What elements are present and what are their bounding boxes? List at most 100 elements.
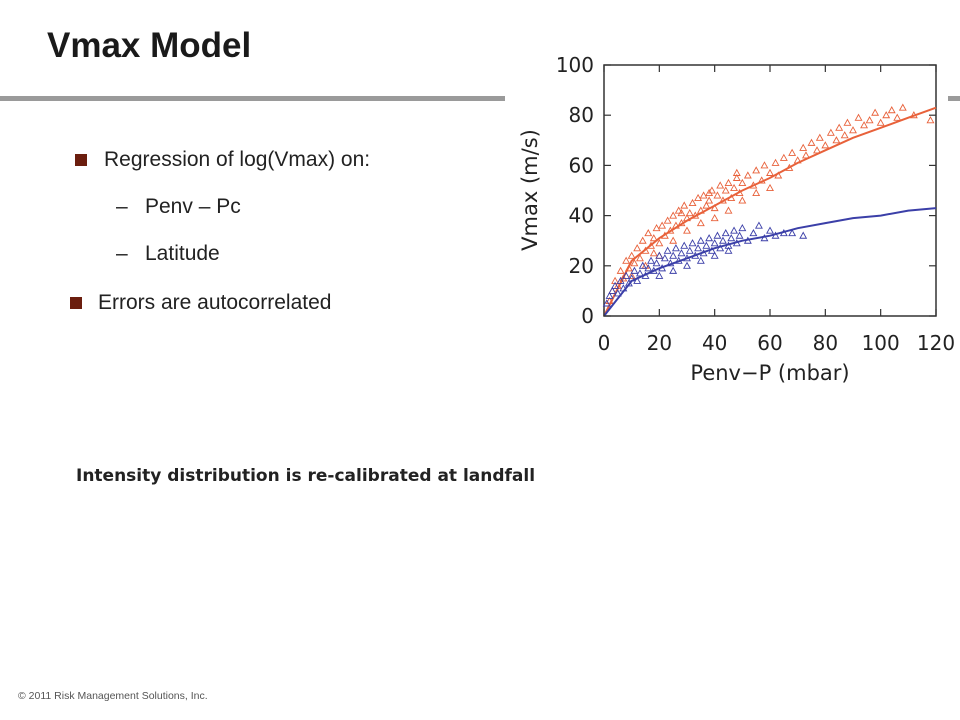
data-point [705,234,714,242]
data-point [688,198,697,207]
data-point [696,219,705,227]
data-point [721,229,730,237]
data-point [893,113,902,121]
caption: Intensity distribution is re-calibrated … [76,466,536,486]
data-point [630,266,639,274]
data-point [663,246,672,254]
data-point [815,133,824,141]
data-point [821,141,830,149]
data-point [835,123,844,131]
sub-bullet-dash: – [116,195,128,218]
y-tick-label: 100 [556,53,594,77]
data-point [887,106,896,114]
data-point [669,251,678,259]
data-point [860,121,869,129]
data-point [710,239,719,247]
data-point [633,244,642,252]
data-point [602,299,611,307]
data-point [633,276,642,284]
data-point [605,291,614,299]
chart-ticks: 0 20 40 60 80 100 120 0 20 40 60 80 100 [556,53,955,355]
data-point [669,211,678,219]
y-tick-label: 60 [569,153,594,177]
data-point [669,266,678,274]
data-point [754,221,763,229]
data-point [799,143,808,151]
data-point [766,183,774,192]
data-point [616,276,625,284]
series-0 [603,103,937,317]
x-tick-label: 60 [757,331,782,355]
data-point [779,153,788,161]
sub-bullet-dash: – [116,242,128,265]
data-point [799,231,808,239]
data-point [738,224,747,232]
data-point [702,241,711,249]
data-point [652,259,661,267]
data-point [832,136,841,144]
x-tick-label: 20 [647,331,672,355]
data-point [644,264,653,272]
fit-curve [603,106,937,317]
data-point [749,229,758,237]
data-point [680,241,689,249]
data-point [696,256,705,264]
data-point [636,269,644,277]
data-point [705,196,714,204]
data-point [705,188,714,197]
data-point [840,131,849,139]
data-point [876,118,885,126]
vmax-scatter-chart: 0 20 40 60 80 100 120 0 20 40 60 80 100 Penv−P (mbar… [505,52,960,392]
data-point [882,111,891,119]
y-axis-label: Vmax (m/s) [518,129,542,251]
x-axis-label: Penv−P (mbar) [690,361,849,385]
data-point [710,251,719,259]
chart-svg: 0 20 40 60 80 100 120 0 20 40 60 80 100 Penv−P (mbar… [518,53,955,385]
data-point [674,206,683,214]
data-point [671,244,680,252]
data-point [713,231,722,239]
data-point [752,188,761,197]
data-point [660,254,669,262]
data-point [771,158,780,166]
bullet-square-icon [70,297,82,309]
data-point [713,191,722,199]
data-point [724,206,733,214]
data-point [658,221,667,229]
title-divider [0,96,505,101]
data-point [724,246,733,254]
data-point [738,196,747,204]
data-point [694,244,703,252]
data-point [630,259,639,267]
title-divider-right [948,96,960,101]
data-point [732,168,741,176]
data-point [710,203,719,212]
data-point [807,138,816,146]
data-point [683,261,691,269]
data-point [735,231,744,239]
data-point [813,146,821,154]
data-point [622,256,631,264]
data-point [627,271,636,279]
data-point [608,286,617,294]
data-point [865,116,874,124]
data-point [616,266,625,274]
data-point [638,261,647,269]
chart-marks [602,103,937,317]
data-point [677,249,686,257]
x-tick-label: 120 [917,331,955,355]
y-tick-label: 80 [569,103,594,127]
data-point [732,173,741,181]
data-point [730,226,738,234]
fit-curve [603,207,937,317]
data-point [649,234,658,242]
data-point [766,226,774,234]
data-point [613,289,622,297]
data-point [871,108,880,116]
data-point [652,224,661,232]
y-tick-label: 0 [581,304,594,328]
data-point [730,183,738,192]
data-point [738,178,747,186]
x-tick-label: 80 [813,331,838,355]
data-point [716,181,725,189]
